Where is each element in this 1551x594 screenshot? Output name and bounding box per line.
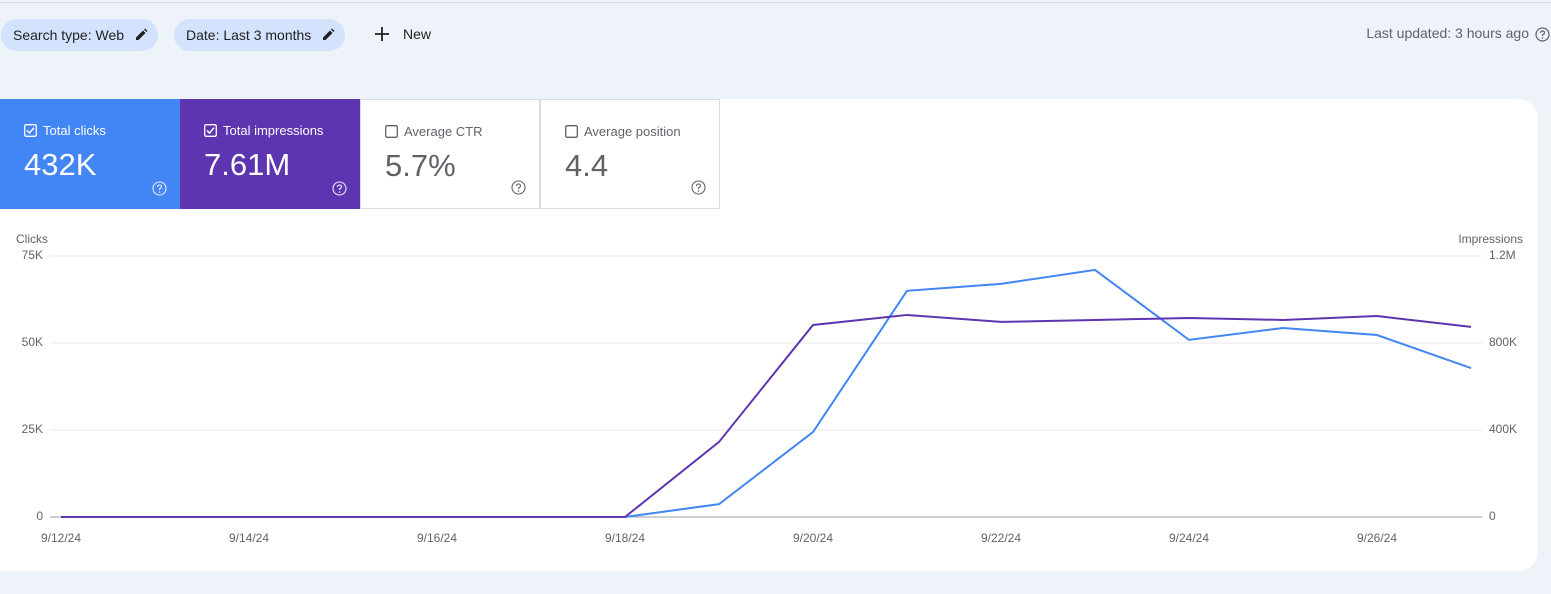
help-icon[interactable] bbox=[1535, 27, 1550, 42]
metric-tile[interactable]: Average position 4.4 bbox=[540, 99, 720, 209]
checkbox[interactable] bbox=[385, 125, 398, 138]
y-tick-label: 50K bbox=[22, 335, 43, 349]
metric-label: Average CTR bbox=[404, 124, 483, 139]
metric-value: 5.7% bbox=[385, 148, 456, 183]
checkbox[interactable] bbox=[204, 124, 217, 137]
new-label: New bbox=[403, 26, 432, 42]
divider bbox=[0, 2, 1551, 3]
metric-value: 7.61M bbox=[204, 147, 291, 182]
metric-value: 432K bbox=[24, 147, 97, 182]
y-axis-title: Clicks bbox=[16, 232, 48, 246]
x-tick-label: 9/20/24 bbox=[793, 531, 833, 545]
y2-tick-label: 0 bbox=[1489, 509, 1496, 523]
x-tick-label: 9/16/24 bbox=[417, 531, 457, 545]
metric-tile[interactable]: Average CTR 5.7% bbox=[360, 99, 540, 209]
help-icon[interactable] bbox=[511, 180, 526, 195]
help-icon[interactable] bbox=[691, 180, 706, 195]
data-line bbox=[61, 268, 1472, 518]
metric-value: 4.4 bbox=[565, 148, 609, 183]
edit-icon bbox=[136, 28, 148, 40]
metric-label: Total clicks bbox=[43, 123, 106, 138]
metric-tile[interactable]: Total impressions 7.61M bbox=[180, 99, 360, 209]
filter-chip[interactable]: Search type: Web bbox=[1, 19, 159, 51]
x-tick-label: 9/18/24 bbox=[605, 531, 645, 545]
x-tick-label: 9/26/24 bbox=[1357, 531, 1397, 545]
y2-axis-title: Impressions bbox=[1458, 232, 1523, 246]
filter-chip[interactable]: Date: Last 3 months bbox=[174, 19, 346, 51]
x-tick-label: 9/14/24 bbox=[229, 531, 269, 545]
y-tick-label: 0 bbox=[36, 509, 43, 523]
y2-tick-label: 800K bbox=[1489, 335, 1517, 349]
edit-icon bbox=[323, 28, 335, 40]
checkbox[interactable] bbox=[565, 125, 578, 138]
help-icon[interactable] bbox=[152, 181, 167, 196]
y2-tick-label: 1.2M bbox=[1489, 248, 1516, 262]
data-line bbox=[61, 313, 1472, 518]
x-tick-label: 9/22/24 bbox=[981, 531, 1021, 545]
last-updated: Last updated: 3 hours ago bbox=[1366, 25, 1529, 41]
y-tick-label: 25K bbox=[22, 422, 43, 436]
x-tick-label: 9/24/24 bbox=[1169, 531, 1209, 545]
chip-label: Search type: Web bbox=[13, 27, 125, 43]
metric-label: Total impressions bbox=[223, 123, 324, 138]
chip-label: Date: Last 3 months bbox=[186, 27, 312, 43]
metric-tile[interactable]: Total clicks 432K bbox=[0, 99, 180, 209]
checkbox[interactable] bbox=[24, 124, 37, 137]
plus-icon bbox=[375, 27, 389, 41]
y2-tick-label: 400K bbox=[1489, 422, 1517, 436]
new-button[interactable]: New bbox=[374, 24, 431, 44]
x-tick-label: 9/12/24 bbox=[41, 531, 81, 545]
help-icon[interactable] bbox=[332, 181, 347, 196]
y-tick-label: 75K bbox=[22, 248, 43, 262]
metric-label: Average position bbox=[584, 124, 681, 139]
